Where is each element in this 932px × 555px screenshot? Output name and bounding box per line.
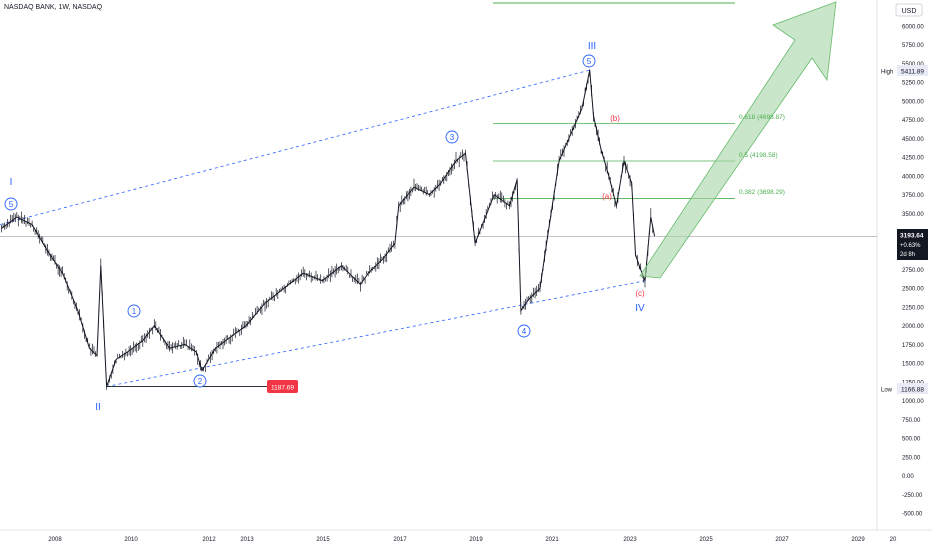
- price-tick-label: 1750.00: [902, 343, 924, 349]
- price-tick-label: 4750.00: [902, 118, 924, 124]
- wave-circle: [517, 324, 531, 338]
- price-tick-label: 5500.00: [902, 62, 924, 68]
- high-label: High: [881, 70, 893, 76]
- price-tick-label: 2000.00: [902, 324, 924, 330]
- wave-label: 3: [450, 133, 455, 142]
- lower-trendline[interactable]: [106, 280, 646, 387]
- time-tick-label: 2023: [623, 537, 637, 543]
- wave-label: 2: [198, 377, 203, 386]
- wave-circle: [127, 304, 141, 318]
- time-tick-label: 2015: [316, 537, 330, 543]
- price-tick-label: -250.00: [902, 493, 923, 499]
- price-tick-label: 5250.00: [902, 81, 924, 87]
- price-tick-label: 250.00: [902, 455, 921, 461]
- time-tick-label: 2013: [240, 537, 254, 543]
- fib-618-label: 0.618 (4698.87): [739, 114, 785, 121]
- price-tick-label: 3500.00: [902, 212, 924, 218]
- last-price-change: +0.63%: [900, 243, 921, 249]
- time-scale[interactable]: 2008 2010 2012 2013 2015 2017 2019 2021 2023 2025…: [48, 537, 897, 543]
- low-price-tag-text: 1187.69: [271, 385, 294, 392]
- time-tick-label: 2019: [469, 537, 483, 543]
- low-value-bg: [897, 383, 928, 394]
- wave-label: (a): [602, 192, 612, 201]
- high-value: 5411.89: [901, 69, 924, 76]
- low-price-tag[interactable]: [267, 380, 298, 393]
- low-label: Low: [881, 388, 893, 394]
- time-tick-label: 2008: [48, 537, 62, 543]
- wave-label: (b): [610, 114, 620, 123]
- bar-countdown: 2d 8h: [900, 252, 915, 258]
- price-scale[interactable]: 6000.00 5750.00 5500.00 5250.00 5000.00 4750.…: [902, 25, 924, 518]
- wave-label: 5: [9, 200, 14, 209]
- wave-label: IV: [635, 303, 645, 314]
- wave-label: 4: [522, 327, 527, 336]
- price-tick-label: -500.00: [902, 512, 923, 518]
- last-price-value: 3193.64: [900, 233, 924, 240]
- wave-circle: [582, 54, 596, 68]
- price-tick-label: 2250.00: [902, 305, 924, 311]
- time-tick-label: 2017: [393, 537, 407, 543]
- wave-circle: [4, 197, 18, 211]
- wave-circle: [193, 374, 207, 388]
- wave-circle: [445, 130, 459, 144]
- high-marker-bg: [879, 66, 897, 76]
- price-tick-label: 0.00: [902, 474, 914, 480]
- price-tick-label: 1000.00: [902, 399, 924, 405]
- currency-badge[interactable]: [895, 3, 923, 17]
- wave-label: II: [95, 402, 101, 413]
- price-tick-label: 1500.00: [902, 362, 924, 368]
- wave-label: 5: [587, 57, 592, 66]
- price-tick-label: 6000.00: [902, 25, 924, 31]
- wave-label: 1: [132, 307, 137, 316]
- fib-382-label: 0.382 (3698.29): [739, 189, 785, 196]
- low-value: 1166.88: [901, 387, 924, 394]
- last-price-badge[interactable]: [897, 229, 928, 260]
- time-tick-label: 20: [890, 537, 897, 543]
- price-tick-label: 4000.00: [902, 174, 924, 180]
- price-tick-label: 2750.00: [902, 268, 924, 274]
- chart-title: NASDAQ BANK, 1W, NASDAQ: [4, 4, 103, 11]
- time-tick-label: 2029: [851, 537, 865, 543]
- wave-label: (c): [635, 289, 645, 298]
- price-tick-label: 5000.00: [902, 99, 924, 105]
- wave-label: I: [10, 177, 13, 188]
- price-tick-label: 3750.00: [902, 193, 924, 199]
- price-tick-label: 750.00: [902, 418, 921, 424]
- time-tick-label: 2025: [699, 537, 713, 543]
- price-tick-label: 500.00: [902, 437, 921, 443]
- time-tick-label: 2021: [545, 537, 559, 543]
- time-tick-label: 2010: [124, 537, 138, 543]
- price-tick-label: 2500.00: [902, 287, 924, 293]
- price-tick-label: 4250.00: [902, 156, 924, 162]
- price-tick-label: 5750.00: [902, 43, 924, 49]
- currency-label: USD: [902, 8, 917, 15]
- projection-arrow[interactable]: [639, 1, 837, 279]
- price-tick-label: 4500.00: [902, 137, 924, 143]
- time-tick-label: 2027: [775, 537, 789, 543]
- time-tick-label: 2012: [202, 537, 216, 543]
- high-value-bg: [897, 65, 928, 76]
- fib-5-label: 0.5 (4198.58): [739, 152, 778, 159]
- wave-label: III: [588, 41, 596, 52]
- candles: [1, 69, 654, 390]
